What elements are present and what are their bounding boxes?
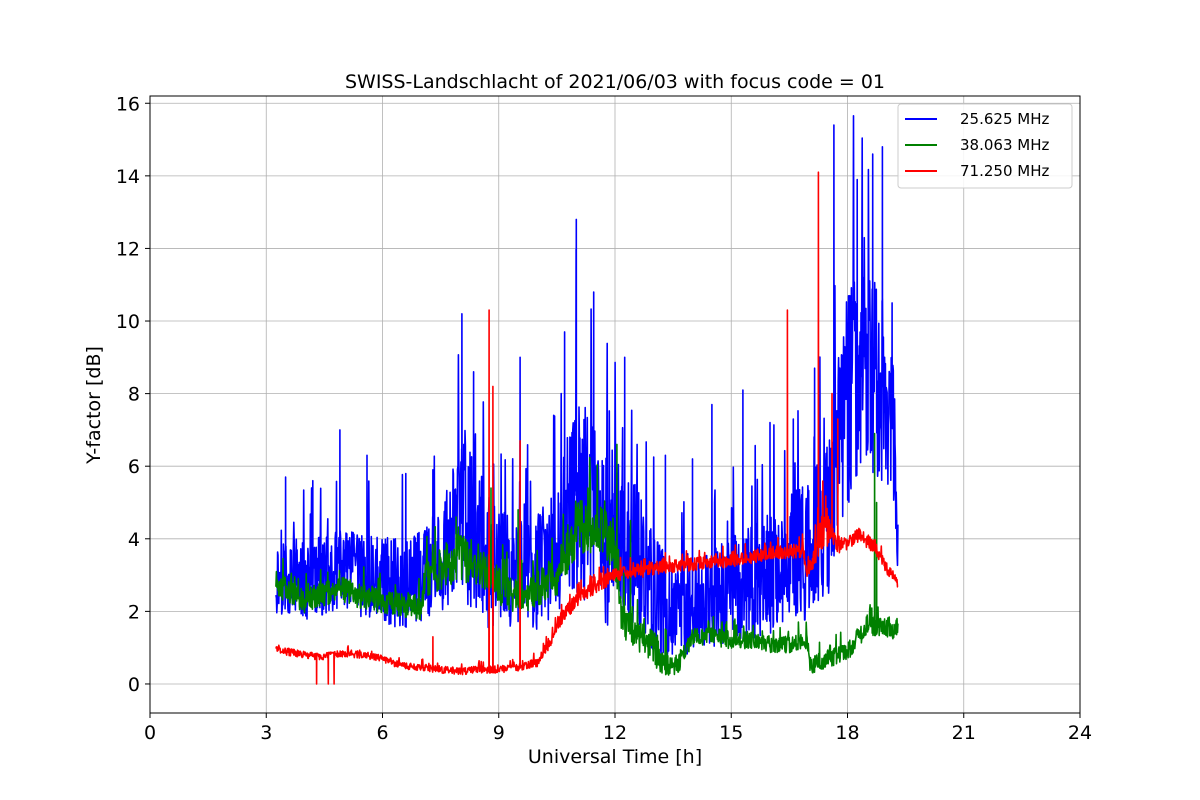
y-tick-label: 14: [116, 166, 140, 188]
x-tick-label: 3: [260, 722, 272, 744]
y-tick-label: 0: [128, 674, 140, 696]
legend-label-38mhz: 38.063 MHz: [960, 136, 1049, 154]
y-tick-label: 6: [128, 456, 140, 478]
y-axis-ticks: 0 2 4 6 8 10 12 14 16: [116, 93, 150, 696]
x-tick-label: 21: [952, 722, 976, 744]
x-tick-label: 12: [603, 722, 627, 744]
y-axis-label: Y-factor [dB]: [83, 346, 105, 465]
legend-label-71mhz: 71.250 MHz: [960, 162, 1049, 180]
plot-series: [275, 115, 899, 685]
x-tick-label: 6: [376, 722, 388, 744]
x-axis-label: Universal Time [h]: [528, 746, 702, 768]
y-tick-label: 2: [128, 601, 140, 623]
y-tick-label: 10: [116, 311, 140, 333]
legend-label-25mhz: 25.625 MHz: [960, 110, 1049, 128]
y-tick-label: 16: [116, 93, 140, 115]
y-tick-label: 12: [116, 238, 140, 260]
x-tick-label: 15: [719, 722, 743, 744]
chart-title: SWISS-Landschlacht of 2021/06/03 with fo…: [345, 71, 885, 93]
series-38mhz-line: [275, 432, 899, 676]
x-tick-label: 0: [144, 722, 156, 744]
legend-box: [897, 103, 1073, 189]
series-71mhz-line: [275, 171, 899, 685]
y-tick-label: 4: [128, 529, 140, 551]
x-axis-ticks: 0 3 6 9 12 15 18 21 24: [144, 713, 1092, 744]
x-tick-label: 9: [493, 722, 505, 744]
x-tick-label: 18: [835, 722, 859, 744]
legend: 25.625 MHz 38.063 MHz 71.250 MHz: [897, 103, 1073, 189]
x-tick-label: 24: [1068, 722, 1092, 744]
y-tick-label: 8: [128, 384, 140, 406]
